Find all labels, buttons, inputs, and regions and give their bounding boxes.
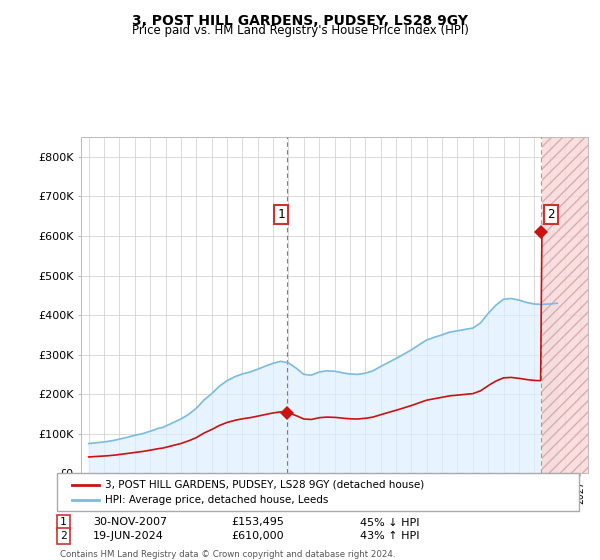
Text: HPI: Average price, detached house, Leeds: HPI: Average price, detached house, Leed… <box>105 495 328 505</box>
Text: 19-JUN-2024: 19-JUN-2024 <box>93 531 164 541</box>
Text: 3, POST HILL GARDENS, PUDSEY, LS28 9GY: 3, POST HILL GARDENS, PUDSEY, LS28 9GY <box>132 14 468 28</box>
Text: 30-NOV-2007: 30-NOV-2007 <box>93 517 167 528</box>
Text: 1: 1 <box>60 517 67 528</box>
Text: 43% ↑ HPI: 43% ↑ HPI <box>360 531 419 541</box>
Text: 2: 2 <box>548 208 555 221</box>
Text: Contains HM Land Registry data © Crown copyright and database right 2024.
This d: Contains HM Land Registry data © Crown c… <box>60 550 395 560</box>
Text: 3, POST HILL GARDENS, PUDSEY, LS28 9GY (detached house): 3, POST HILL GARDENS, PUDSEY, LS28 9GY (… <box>105 479 424 489</box>
Text: 1: 1 <box>277 208 285 221</box>
Text: 2: 2 <box>60 531 67 541</box>
Text: £610,000: £610,000 <box>231 531 284 541</box>
Text: Price paid vs. HM Land Registry's House Price Index (HPI): Price paid vs. HM Land Registry's House … <box>131 24 469 37</box>
Text: £153,495: £153,495 <box>231 517 284 528</box>
Text: 45% ↓ HPI: 45% ↓ HPI <box>360 517 419 528</box>
Bar <box>542 137 588 473</box>
